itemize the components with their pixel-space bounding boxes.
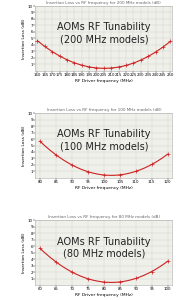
Title: Insertion Loss vs RF frequency for 200 MHz models (dB): Insertion Loss vs RF frequency for 200 M… xyxy=(46,1,161,5)
Title: Insertion Loss vs RF frequency for 100 MHz models (dB): Insertion Loss vs RF frequency for 100 M… xyxy=(46,108,161,112)
Y-axis label: Insertion Loss (dB): Insertion Loss (dB) xyxy=(23,125,26,166)
Text: (100 MHz models): (100 MHz models) xyxy=(60,142,148,152)
Text: AOMs RF Tunability: AOMs RF Tunability xyxy=(57,130,151,140)
X-axis label: RF Driver frequency (MHz): RF Driver frequency (MHz) xyxy=(75,79,133,83)
Text: (200 MHz models): (200 MHz models) xyxy=(59,35,148,45)
Title: Insertion Loss vs RF frequency for 80 MHz models (dB): Insertion Loss vs RF frequency for 80 MH… xyxy=(48,215,160,219)
Y-axis label: Insertion Loss (dB): Insertion Loss (dB) xyxy=(23,232,26,273)
X-axis label: RF Driver frequency (MHz): RF Driver frequency (MHz) xyxy=(75,293,133,297)
X-axis label: RF Driver frequency (MHz): RF Driver frequency (MHz) xyxy=(75,186,133,190)
Text: AOMs RF Tunability: AOMs RF Tunability xyxy=(57,236,151,247)
Text: AOMs RF Tunability: AOMs RF Tunability xyxy=(57,22,151,32)
Y-axis label: Insertion Loss (dB): Insertion Loss (dB) xyxy=(23,18,26,59)
Text: (80 MHz models): (80 MHz models) xyxy=(63,249,145,259)
